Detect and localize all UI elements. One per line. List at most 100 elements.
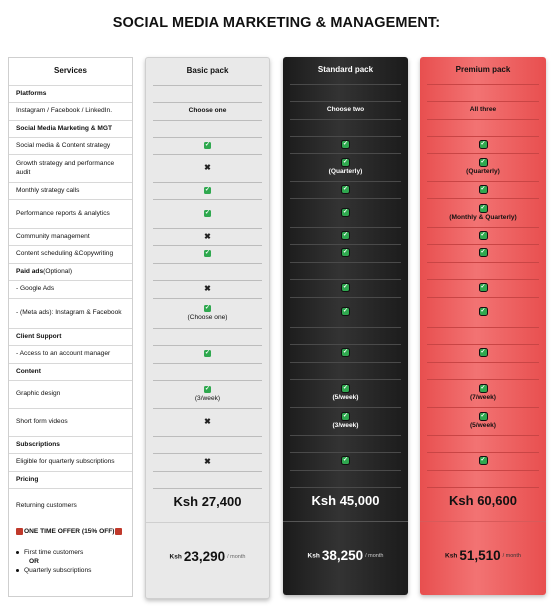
check-icon: ✓ [341, 348, 350, 357]
check-icon: ✓ [341, 384, 350, 393]
standard-note: (5/week) [332, 394, 359, 402]
service-row-social-media-marketing-mgt: Social Media Marketing & MGT [9, 120, 132, 137]
service-row-client-support: Client Support [9, 328, 132, 345]
service-row-community-management: Community management [9, 228, 132, 245]
standard-cell-meta-ads-instagram-facebook: ✓ [283, 307, 408, 316]
check-icon: ✓ [478, 248, 488, 257]
check-icon: ✓ [478, 456, 488, 465]
service-row-performance-reports-analytics: Performance reports & analytics [9, 199, 132, 228]
standard-cell-short-form-videos: ✓ (3/week) [283, 412, 408, 430]
check-icon: ✓ [478, 203, 488, 213]
service-row-content-scheduling-copywriting: Content scheduling &Copywriting [9, 245, 132, 263]
gift-icon [115, 528, 123, 535]
cross-icon: ✖ [204, 231, 211, 241]
basic-cell-community-management: ✖ [146, 231, 269, 242]
service-row-pricing: Pricing [9, 471, 132, 488]
standard-cell-social-media-content-strategy: ✓ [283, 139, 408, 149]
check-icon: ✓ [478, 139, 488, 149]
standard-cell-community-management: ✓ [283, 230, 408, 240]
basic-cell-google-ads: ✖ [146, 285, 269, 294]
premium-cell-performance-reports-analytics: ✓ (Monthly & Quarterly) [420, 203, 546, 222]
check-icon: ✓ [204, 250, 211, 257]
service-row-growth-strategy-and-performance-audit: Growth strategy and performance audit [9, 154, 132, 182]
premium-price: Ksh 60,600 [449, 493, 517, 508]
gift-icon [16, 528, 23, 535]
service-row-content: Content [9, 363, 132, 380]
basic-note: (Choose one) [187, 314, 228, 322]
check-icon: ✓ [204, 186, 211, 194]
check-icon: ✓ [341, 139, 350, 149]
basic-cell-access-to-an-account-manager: ✓ [146, 350, 269, 358]
standard-note: (3/week) [332, 422, 359, 430]
promo-title: ONE TIME OFFER (15% OFF) [16, 528, 123, 535]
check-icon: ✓ [204, 209, 211, 217]
premium-cell-google-ads: ✓ [420, 283, 546, 292]
service-row-short-form-videos: Short form videos [9, 408, 132, 436]
check-icon: ✓ [341, 307, 350, 316]
check-icon: ✓ [341, 184, 350, 194]
page-title: SOCIAL MEDIA MARKETING & MANAGEMENT: [112, 15, 441, 31]
cross-icon: ✖ [204, 163, 211, 172]
basic-pack-column: Basic pack Choose one ✓ ✖ ✓ ✓ ✖ ✓ ✖ ✓ (Choose one… [145, 57, 270, 599]
standard-cell-growth-strategy-and-performance-audit: ✓ (Quarterly) [283, 158, 408, 176]
check-icon: ✓ [341, 248, 350, 257]
check-icon: ✓ [478, 307, 488, 316]
standard-price: Ksh 45,000 [311, 493, 380, 508]
service-row-social-media-content-strategy: Social media & Content strategy [9, 137, 132, 154]
basic-price: Ksh 27,400 [173, 494, 242, 509]
service-row-access-to-an-account-manager: - Access to an account manager [9, 345, 132, 363]
check-icon: ✓ [478, 184, 488, 194]
premium-note: (7/week) [469, 394, 497, 402]
basic-note: (3/week) [194, 395, 221, 403]
standard-note: (Quarterly) [328, 168, 363, 176]
premium-cell-monthly-strategy-calls: ✓ [420, 184, 546, 194]
check-icon: ✓ [478, 384, 488, 393]
standard-offer-price: Ksh 38,250/ month [307, 548, 384, 564]
services-header: Services [54, 66, 87, 75]
standard-cell-performance-reports-analytics: ✓ [283, 207, 408, 217]
check-icon: ✓ [478, 230, 488, 240]
standard-pack-column: Standard pack Choose two ✓ ✓ (Quarterly) ✓ ✓ ✓… [283, 57, 408, 595]
standard-cell-monthly-strategy-calls: ✓ [283, 184, 408, 194]
service-row-monthly-strategy-calls: Monthly strategy calls [9, 182, 132, 199]
cross-icon: ✖ [204, 284, 211, 293]
check-icon: ✓ [341, 412, 350, 421]
basic-cell-growth-strategy-and-performance-audit: ✖ [146, 164, 269, 173]
check-icon: ✓ [478, 158, 488, 167]
premium-note: (Monthly & Quarterly) [449, 213, 517, 221]
premium-pack-column: Premium pack All three ✓ ✓ (Quarterly) ✓ ✓ (Mo… [420, 57, 546, 595]
premium-cell-community-management: ✓ [420, 230, 546, 240]
basic-cell-eligible-for-quarterly-subscriptions: ✖ [146, 458, 269, 467]
premium-cell-eligible-for-quarterly-subscriptions: ✓ [420, 456, 546, 465]
check-icon: ✓ [204, 350, 211, 357]
standard-cell-graphic-design: ✓ (5/week) [283, 384, 408, 402]
premium-note: (Quarterly) [466, 168, 500, 176]
check-icon: ✓ [204, 386, 211, 393]
service-row-graphic-design: Graphic design [9, 380, 132, 408]
basic-cell-social-media-content-strategy: ✓ [146, 141, 269, 150]
service-row-paid-ads: Paid ads (Optional) [9, 263, 132, 280]
basic-pack-header: Basic pack [186, 66, 229, 75]
premium-cell-social-media-content-strategy: ✓ [420, 139, 546, 149]
standard-pack-header: Standard pack [317, 65, 374, 74]
basic-cell-meta-ads-instagram-facebook: ✓ (Choose one) [146, 305, 269, 322]
cross-icon: ✖ [204, 457, 211, 466]
premium-cell-access-to-an-account-manager: ✓ [420, 348, 546, 357]
premium-cell-growth-strategy-and-performance-audit: ✓ (Quarterly) [420, 158, 546, 176]
service-row-meta-ads-instagram-facebook: - (Meta ads): Instagram & Facebook [9, 298, 132, 328]
premium-cell-instagram-facebook-linkedin: All three [469, 106, 497, 113]
check-icon: ✓ [204, 141, 211, 149]
premium-cell-meta-ads-instagram-facebook: ✓ [420, 307, 546, 316]
check-icon: ✓ [341, 456, 350, 465]
service-row-platforms: Platforms [9, 85, 132, 102]
check-icon: ✓ [204, 305, 211, 312]
promo-or: OR [29, 558, 39, 565]
standard-cell-instagram-facebook-linkedin: Choose two [326, 106, 365, 113]
basic-cell-instagram-facebook-linkedin: Choose one [188, 107, 227, 114]
standard-cell-access-to-an-account-manager: ✓ [283, 348, 408, 357]
service-row-instagram-facebook-linkedin: Instagram / Facebook / LinkedIn. [9, 102, 132, 120]
check-icon: ✓ [341, 207, 350, 217]
service-row-subscriptions: Subscriptions [9, 436, 132, 453]
service-row-eligible-for-quarterly-subscriptions: Eligible for quarterly subscriptions [9, 453, 132, 471]
promo-line-quarterly: Quarterly subscriptions [16, 567, 91, 574]
